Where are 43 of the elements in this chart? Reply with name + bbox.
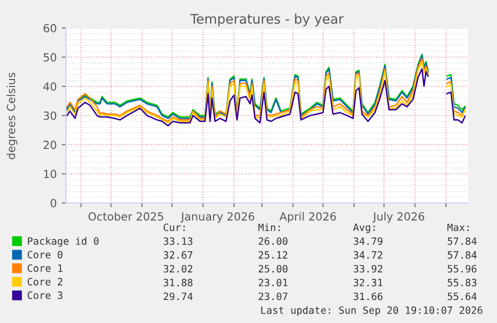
text: Last update: Sun Sep 20 19:10:07 2026 bbox=[261, 306, 482, 316]
text: 23.07 bbox=[258, 292, 288, 300]
y-tick-label: 30 bbox=[44, 111, 56, 120]
y-tick-label: 10 bbox=[44, 170, 56, 178]
text: 32.67 bbox=[164, 251, 192, 259]
x-tick-label: October 2025 bbox=[88, 212, 164, 221]
text: 55.64 bbox=[448, 292, 477, 300]
text: 55.83 bbox=[448, 278, 476, 286]
legend-label: Core 0 bbox=[28, 250, 62, 258]
text: 34.72 bbox=[354, 251, 382, 259]
text: Avg: bbox=[353, 224, 375, 234]
text: 32.31 bbox=[354, 278, 382, 286]
text: Min: bbox=[258, 223, 280, 231]
chart-title: Temperatures - by year bbox=[190, 14, 344, 26]
y-tick-label: 60 bbox=[44, 24, 56, 32]
text: 32.02 bbox=[164, 264, 192, 273]
text: 25.12 bbox=[258, 251, 288, 259]
text: 29.74 bbox=[164, 292, 193, 300]
text: Cur: bbox=[164, 224, 185, 232]
text: 57.84 bbox=[448, 251, 477, 259]
y-tick-label: 40 bbox=[43, 82, 56, 91]
text: 31.88 bbox=[164, 278, 192, 286]
x-tick-label: July 2026 bbox=[372, 212, 424, 223]
y-tick-label: 0 bbox=[50, 198, 56, 208]
text: 33.92 bbox=[354, 264, 382, 273]
x-tick-label: April 2026 bbox=[279, 212, 336, 223]
text: 23.01 bbox=[258, 278, 288, 286]
x-tick-label: January 2026 bbox=[180, 212, 254, 223]
text: 34.79 bbox=[354, 237, 382, 245]
y-tick-label: 20 bbox=[44, 140, 56, 150]
text: 55.96 bbox=[448, 264, 476, 273]
text: 25.00 bbox=[258, 264, 288, 273]
y-axis-title: degrees Celsius bbox=[6, 72, 18, 160]
legend-label: Package id 0 bbox=[28, 237, 99, 247]
legend-label: Core 1 bbox=[28, 264, 62, 272]
text: 31.66 bbox=[354, 292, 382, 300]
legend-label: Core 2 bbox=[28, 278, 62, 286]
text: 33.13 bbox=[164, 237, 192, 245]
text: 26.00 bbox=[258, 237, 288, 245]
text: Max: bbox=[447, 224, 469, 232]
y-tick-label: 50 bbox=[44, 53, 56, 62]
text: 57.84 bbox=[448, 237, 477, 245]
legend-label: Core 3 bbox=[28, 291, 62, 299]
